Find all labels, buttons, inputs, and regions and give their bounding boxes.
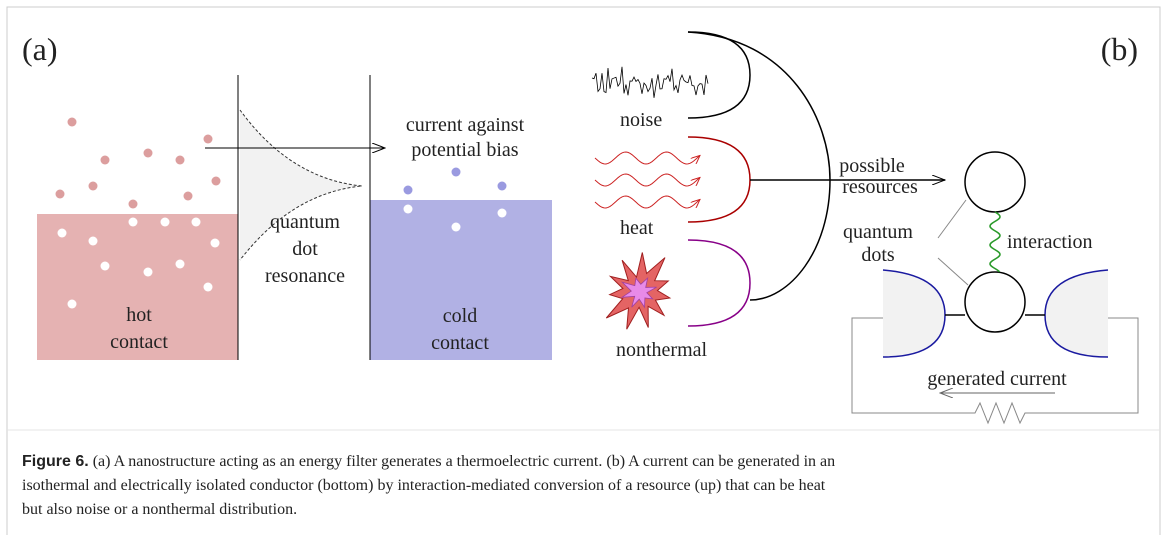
- cold-label: cold: [443, 305, 477, 327]
- hot-particle: [68, 118, 77, 127]
- nonthermal-source: [688, 240, 750, 326]
- noise-source: [688, 32, 750, 118]
- interaction-spring: [990, 212, 1000, 272]
- lead-right: [1045, 270, 1108, 357]
- hot-label: contact: [110, 331, 168, 353]
- heat-wave: [595, 152, 700, 164]
- caption-line: isothermal and electrically isolated con…: [22, 477, 826, 494]
- hot-particle: [212, 177, 221, 186]
- pointer: [938, 258, 968, 285]
- hot-label: hot: [126, 304, 152, 326]
- particle: [204, 283, 213, 292]
- dot-top: [965, 152, 1025, 212]
- lead-left: [883, 270, 945, 357]
- hot-particle: [184, 192, 193, 201]
- pointer: [938, 200, 966, 238]
- particle: [58, 229, 67, 238]
- particle: [161, 218, 170, 227]
- panel-b: (b) noise heat nonthermal possible resou…: [592, 31, 1138, 423]
- caption-line: Figure 6. (a) A nanostructure acting as …: [22, 453, 835, 470]
- particle: [144, 268, 153, 277]
- combiner: [688, 32, 830, 300]
- particle: [176, 260, 185, 269]
- resonance-label: dot: [292, 238, 318, 260]
- hot-particle: [56, 190, 65, 199]
- arrow-label: potential bias: [411, 139, 518, 161]
- arrow-label: current against: [406, 114, 525, 136]
- particle: [101, 262, 110, 271]
- panel-a: (a) current against potential bias quant…: [22, 31, 552, 360]
- caption-line: but also noise or a nonthermal distribut…: [22, 501, 297, 518]
- panel-label: (b): [1101, 31, 1138, 67]
- dots-label: quantum: [843, 221, 913, 243]
- arrow-label: resources: [842, 176, 918, 198]
- arrow-label: possible: [839, 155, 905, 177]
- heat-wave: [595, 174, 700, 186]
- hot-particle: [144, 149, 153, 158]
- figure-label: Figure 6.: [22, 453, 89, 470]
- hot-particle: [129, 200, 138, 209]
- cold-particle: [498, 182, 507, 191]
- hot-particle: [204, 135, 213, 144]
- particle: [129, 218, 138, 227]
- dots-label: dots: [861, 244, 895, 266]
- panel-label: (a): [22, 31, 58, 67]
- particle: [211, 239, 220, 248]
- resonance-label: quantum: [270, 211, 340, 233]
- figure: (a) current against potential bias quant…: [0, 0, 1168, 535]
- cold-label: contact: [431, 332, 489, 354]
- heat-wave: [595, 196, 700, 208]
- dot-bottom: [965, 272, 1025, 332]
- hot-particle: [89, 182, 98, 191]
- heat-waves: [595, 152, 700, 208]
- resource-label: nonthermal: [616, 339, 708, 361]
- interaction-label: interaction: [1007, 231, 1093, 253]
- hot-particle: [101, 156, 110, 165]
- cold-particle: [404, 186, 413, 195]
- resource-label: heat: [620, 217, 654, 239]
- particle: [452, 223, 461, 232]
- particle: [404, 205, 413, 214]
- hot-particle: [176, 156, 185, 165]
- resource-label: noise: [620, 109, 662, 131]
- noise-signal: [592, 67, 708, 98]
- particle: [89, 237, 98, 246]
- resonance-label: resonance: [265, 265, 345, 287]
- cold-particle: [452, 168, 461, 177]
- current-label: generated current: [927, 368, 1067, 390]
- particle: [68, 300, 77, 309]
- caption-text: (a) A nanostructure acting as an energy …: [93, 453, 835, 470]
- particle: [192, 218, 201, 227]
- particle: [498, 209, 507, 218]
- caption: Figure 6. (a) A nanostructure acting as …: [22, 453, 835, 518]
